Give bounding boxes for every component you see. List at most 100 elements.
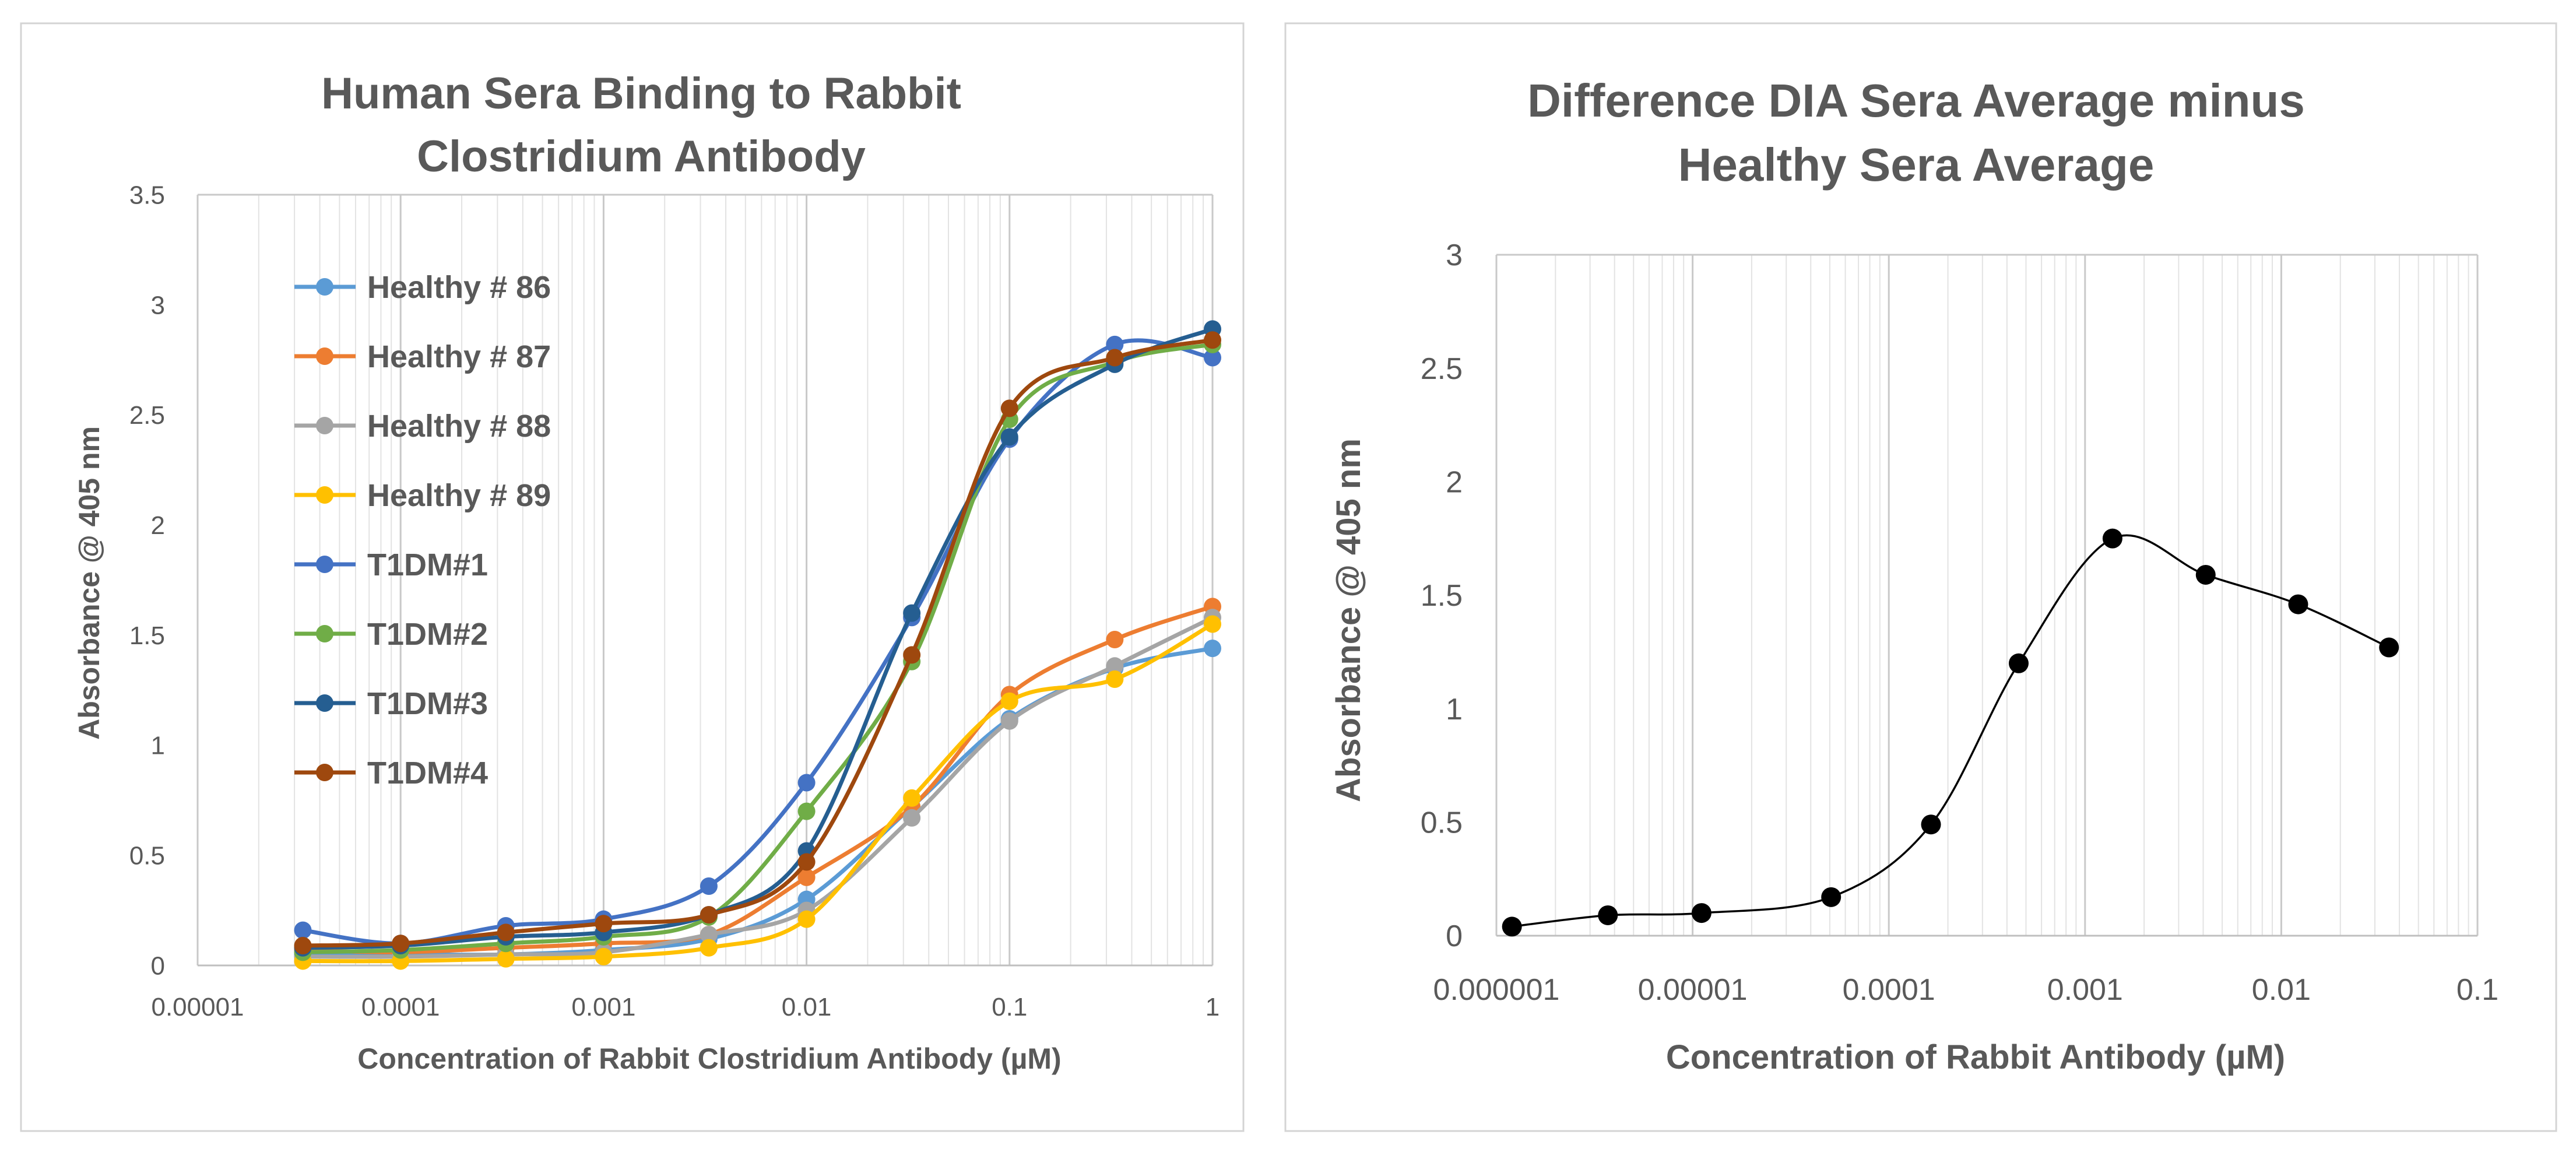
data-point-series-8 <box>1000 399 1018 417</box>
series-line-2 <box>301 604 1215 954</box>
data-point-series-4 <box>903 789 921 807</box>
series-line-5 <box>301 338 1215 946</box>
difference-series-line <box>1512 534 2389 928</box>
data-point-series-8 <box>1204 331 1221 349</box>
legend-swatch-marker <box>316 278 333 296</box>
legend-entry-label: T1DM#2 <box>367 617 488 652</box>
left-y-tick-label: 2.5 <box>129 401 165 430</box>
data-point-series-8 <box>497 923 515 942</box>
left-y-tick-label: 1.5 <box>129 621 165 650</box>
data-point-series-7 <box>1000 428 1018 446</box>
legend-swatch-marker <box>316 347 333 365</box>
data-point-series-5 <box>700 877 718 895</box>
right-chart-y-axis-title: Absorbance @ 405 nm <box>1330 438 1368 802</box>
data-point-series-4 <box>700 939 718 957</box>
right-chart-title-line-2: Healthy Sera Average <box>1678 139 2155 191</box>
left-chart-title-line-2: Clostridium Antibody <box>417 132 866 181</box>
data-point-series-3 <box>903 809 921 827</box>
data-point-series-8 <box>595 915 613 933</box>
data-point-series-4 <box>1204 615 1221 633</box>
right-y-tick-label: 0.5 <box>1421 806 1463 840</box>
right-x-tick-label: 0.000001 <box>1433 973 1560 1007</box>
right-y-tick-label: 0 <box>1446 919 1463 953</box>
right-y-tick-label: 2 <box>1446 466 1463 500</box>
difference-data-point <box>1691 903 1712 923</box>
legend-swatch-marker <box>316 556 333 573</box>
series-line-3 <box>301 615 1215 959</box>
data-point-series-8 <box>903 646 921 664</box>
data-point-series-4 <box>1000 692 1018 710</box>
legend-entry-label: T1DM#1 <box>367 547 488 582</box>
data-point-series-1 <box>1204 640 1221 658</box>
data-point-series-4 <box>797 910 816 928</box>
left-y-tick-label: 3 <box>151 291 165 319</box>
difference-data-point <box>2008 653 2029 673</box>
data-point-series-5 <box>1204 349 1221 367</box>
difference-data-point <box>2288 594 2308 614</box>
data-point-series-8 <box>700 906 718 924</box>
data-point-series-8 <box>1106 349 1124 367</box>
data-point-series-6 <box>797 802 816 820</box>
series-line-4 <box>301 622 1215 964</box>
difference-data-point <box>1598 905 1618 925</box>
left-y-tick-label: 1 <box>151 732 165 760</box>
left-x-tick-label: 0.00001 <box>151 993 244 1021</box>
left-x-tick-label: 0.01 <box>782 993 832 1021</box>
legend-entry-label: Healthy # 88 <box>367 409 551 444</box>
data-point-series-2 <box>797 868 816 886</box>
right-y-tick-label: 3 <box>1446 238 1463 272</box>
left-y-tick-label: 0 <box>151 951 165 980</box>
left-y-tick-label: 3.5 <box>129 181 165 209</box>
data-point-series-3 <box>1106 657 1124 675</box>
left-chart-x-axis-title: Concentration of Rabbit Clostridium Anti… <box>357 1042 1061 1075</box>
legend-entry-label: Healthy # 87 <box>367 339 551 374</box>
right-y-tick-label: 2.5 <box>1421 352 1463 386</box>
data-point-series-8 <box>294 937 312 955</box>
legend-swatch-marker <box>316 486 333 504</box>
legend-swatch-marker <box>316 625 333 642</box>
right-x-tick-label: 0.00001 <box>1638 973 1748 1007</box>
difference-data-point <box>2102 528 2122 549</box>
left-x-tick-label: 0.0001 <box>361 993 440 1021</box>
left-y-tick-label: 0.5 <box>129 842 165 870</box>
data-point-series-5 <box>294 921 312 939</box>
difference-data-point <box>1502 916 1522 937</box>
data-point-series-3 <box>700 926 718 944</box>
left-x-tick-label: 1 <box>1206 993 1220 1021</box>
difference-data-point <box>2195 564 2216 585</box>
right-x-tick-label: 0.1 <box>2456 973 2498 1007</box>
right-x-tick-label: 0.001 <box>2047 973 2123 1007</box>
data-point-series-4 <box>595 947 613 965</box>
data-point-series-5 <box>1106 335 1124 353</box>
legend-swatch-marker <box>316 417 333 434</box>
legend-entry-label: T1DM#4 <box>367 756 488 791</box>
legend-swatch-marker <box>316 694 333 712</box>
difference-data-point <box>2379 637 2399 658</box>
left-chart-title-line-1: Human Sera Binding to Rabbit <box>321 69 961 118</box>
left-x-tick-label: 0.001 <box>571 993 635 1021</box>
difference-data-point <box>1821 887 1841 907</box>
data-point-series-7 <box>903 604 921 622</box>
right-x-tick-label: 0.0001 <box>1843 973 1935 1007</box>
left-chart-y-axis-title: Absorbance @ 405 nm <box>73 426 106 740</box>
legend-entry-label: Healthy # 86 <box>367 270 551 305</box>
left-x-tick-label: 0.1 <box>992 993 1027 1021</box>
data-point-series-8 <box>797 853 816 871</box>
legend-entry-label: T1DM#3 <box>367 686 488 721</box>
right-chart-title-line-1: Difference DIA Sera Average minus <box>1527 75 2305 127</box>
right-chart-x-axis-title: Concentration of Rabbit Antibody (µM) <box>1666 1038 2285 1076</box>
data-point-series-5 <box>797 774 816 792</box>
right-x-tick-label: 0.01 <box>2252 973 2311 1007</box>
data-point-series-4 <box>1106 670 1124 688</box>
right-y-tick-label: 1.5 <box>1421 579 1463 613</box>
data-point-series-2 <box>1106 630 1124 648</box>
right-chart-plot: 0 0.5 1 1.5 2 2.5 3 0.000001 0.00001 0.0001 0.001 0… <box>1421 238 2498 1007</box>
data-point-series-4 <box>497 950 515 968</box>
data-point-series-8 <box>392 935 410 953</box>
legend-entry-label: Healthy # 89 <box>367 478 551 513</box>
data-point-series-3 <box>1000 712 1018 730</box>
left-chart-plot: 0 0.5 1 1.5 2 2.5 3 3.5 0.00001 0.0001 0.001 0.01 0.… <box>129 181 1221 1021</box>
left-y-tick-label: 2 <box>151 511 165 540</box>
